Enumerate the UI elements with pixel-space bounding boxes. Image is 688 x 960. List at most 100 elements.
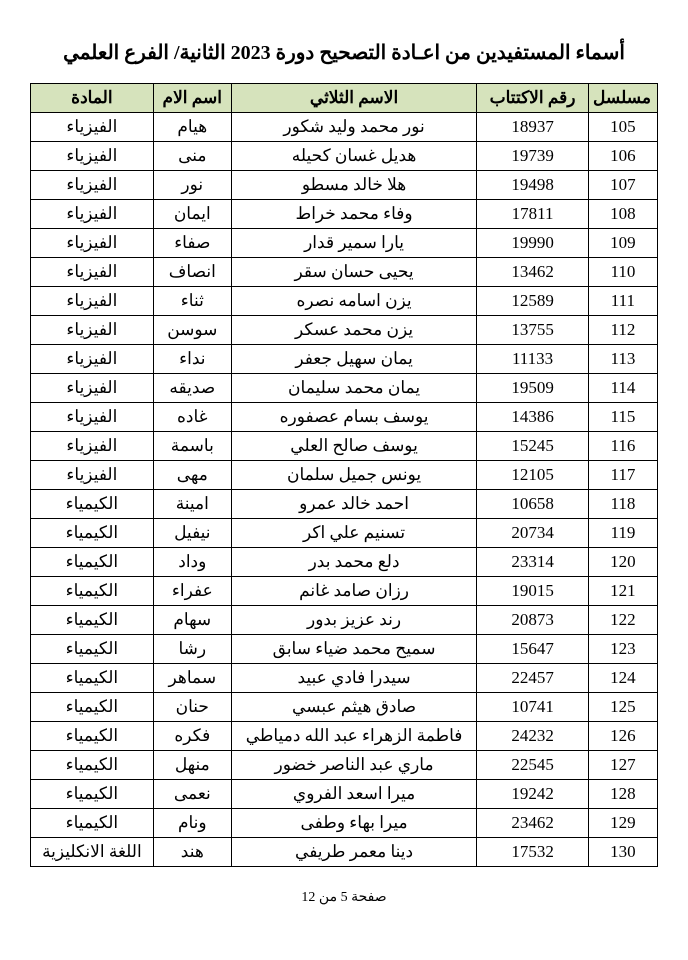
cell-mother: هيام (153, 113, 231, 142)
cell-name: رزان صامد غانم (231, 577, 476, 606)
cell-mother: وداد (153, 548, 231, 577)
cell-name: سيدرا فادي عبيد (231, 664, 476, 693)
cell-sub: 14386 (477, 403, 589, 432)
cell-subj: الكيمياء (31, 780, 154, 809)
cell-name: يارا سمير قدار (231, 229, 476, 258)
cell-subj: الكيمياء (31, 722, 154, 751)
cell-serial: 109 (588, 229, 657, 258)
cell-subj: الفيزياء (31, 200, 154, 229)
cell-serial: 110 (588, 258, 657, 287)
cell-sub: 12589 (477, 287, 589, 316)
cell-serial: 112 (588, 316, 657, 345)
cell-name: يوسف صالح العلي (231, 432, 476, 461)
cell-serial: 125 (588, 693, 657, 722)
cell-serial: 130 (588, 838, 657, 867)
cell-subj: الكيمياء (31, 606, 154, 635)
cell-sub: 24232 (477, 722, 589, 751)
cell-subj: الكيمياء (31, 635, 154, 664)
cell-subj: الكيمياء (31, 548, 154, 577)
cell-sub: 23462 (477, 809, 589, 838)
cell-sub: 20873 (477, 606, 589, 635)
cell-sub: 19990 (477, 229, 589, 258)
cell-mother: منهل (153, 751, 231, 780)
table-row: 12119015رزان صامد غانمعفراءالكيمياء (31, 577, 658, 606)
cell-sub: 19739 (477, 142, 589, 171)
cell-name: هديل غسان كحيله (231, 142, 476, 171)
cell-mother: حنان (153, 693, 231, 722)
cell-serial: 124 (588, 664, 657, 693)
cell-mother: سوسن (153, 316, 231, 345)
cell-name: تسنيم علي اكر (231, 519, 476, 548)
cell-mother: انصاف (153, 258, 231, 287)
cell-name: دينا معمر طريفي (231, 838, 476, 867)
cell-serial: 118 (588, 490, 657, 519)
cell-serial: 113 (588, 345, 657, 374)
table-row: 10919990يارا سمير قدارصفاءالفيزياء (31, 229, 658, 258)
cell-mother: نداء (153, 345, 231, 374)
cell-subj: الكيمياء (31, 809, 154, 838)
table-row: 12819242ميرا اسعد الفروينعمىالكيمياء (31, 780, 658, 809)
table-row: 11920734تسنيم علي اكرنيفيلالكيمياء (31, 519, 658, 548)
cell-mother: صديقه (153, 374, 231, 403)
table-row: 12510741صادق هيثم عبسيحنانالكيمياء (31, 693, 658, 722)
cell-mother: هند (153, 838, 231, 867)
cell-sub: 13755 (477, 316, 589, 345)
cell-serial: 117 (588, 461, 657, 490)
page-footer: صفحة 5 من 12 (30, 889, 658, 906)
cell-sub: 13462 (477, 258, 589, 287)
cell-name: يزن محمد عسكر (231, 316, 476, 345)
cell-name: احمد خالد عمرو (231, 490, 476, 519)
cell-sub: 12105 (477, 461, 589, 490)
cell-sub: 10741 (477, 693, 589, 722)
cell-mother: سماهر (153, 664, 231, 693)
cell-subj: الفيزياء (31, 345, 154, 374)
cell-serial: 106 (588, 142, 657, 171)
cell-serial: 111 (588, 287, 657, 316)
th-mother: اسم الام (153, 84, 231, 113)
cell-serial: 123 (588, 635, 657, 664)
cell-serial: 114 (588, 374, 657, 403)
cell-serial: 116 (588, 432, 657, 461)
th-sub: رقم الاكتتاب (477, 84, 589, 113)
cell-subj: اللغة الانكليزية (31, 838, 154, 867)
cell-mother: سهام (153, 606, 231, 635)
cell-serial: 126 (588, 722, 657, 751)
cell-name: ميرا بهاء وطفى (231, 809, 476, 838)
cell-mother: عفراء (153, 577, 231, 606)
cell-mother: نعمى (153, 780, 231, 809)
table-row: 11615245يوسف صالح العليباسمةالفيزياء (31, 432, 658, 461)
cell-subj: الفيزياء (31, 403, 154, 432)
cell-sub: 11133 (477, 345, 589, 374)
cell-sub: 19498 (477, 171, 589, 200)
cell-serial: 107 (588, 171, 657, 200)
cell-subj: الكيمياء (31, 577, 154, 606)
cell-mother: ايمان (153, 200, 231, 229)
cell-mother: رشا (153, 635, 231, 664)
cell-mother: نيفيل (153, 519, 231, 548)
table-row: 12624232فاطمة الزهراء عبد الله دمياطيفكر… (31, 722, 658, 751)
cell-subj: الكيمياء (31, 519, 154, 548)
cell-mother: مهى (153, 461, 231, 490)
table-header-row: مسلسل رقم الاكتتاب الاسم الثلاثي اسم الا… (31, 84, 658, 113)
th-serial: مسلسل (588, 84, 657, 113)
cell-name: نور محمد وليد شكور (231, 113, 476, 142)
cell-subj: الفيزياء (31, 374, 154, 403)
cell-serial: 108 (588, 200, 657, 229)
cell-name: هلا خالد مسطو (231, 171, 476, 200)
cell-sub: 19015 (477, 577, 589, 606)
page: أسماء المستفيدين من اعـادة التصحيح دورة … (0, 0, 688, 926)
cell-sub: 22545 (477, 751, 589, 780)
cell-name: ماري عبد الناصر خضور (231, 751, 476, 780)
cell-subj: الفيزياء (31, 432, 154, 461)
cell-mother: ونام (153, 809, 231, 838)
cell-serial: 115 (588, 403, 657, 432)
table-row: 11213755يزن محمد عسكرسوسنالفيزياء (31, 316, 658, 345)
table-row: 10719498هلا خالد مسطونورالفيزياء (31, 171, 658, 200)
cell-serial: 128 (588, 780, 657, 809)
cell-sub: 10658 (477, 490, 589, 519)
cell-sub: 15245 (477, 432, 589, 461)
cell-name: فاطمة الزهراء عبد الله دمياطي (231, 722, 476, 751)
cell-subj: الكيمياء (31, 693, 154, 722)
cell-name: سميح محمد ضياء سابق (231, 635, 476, 664)
table-row: 12422457سيدرا فادي عبيدسماهرالكيمياء (31, 664, 658, 693)
